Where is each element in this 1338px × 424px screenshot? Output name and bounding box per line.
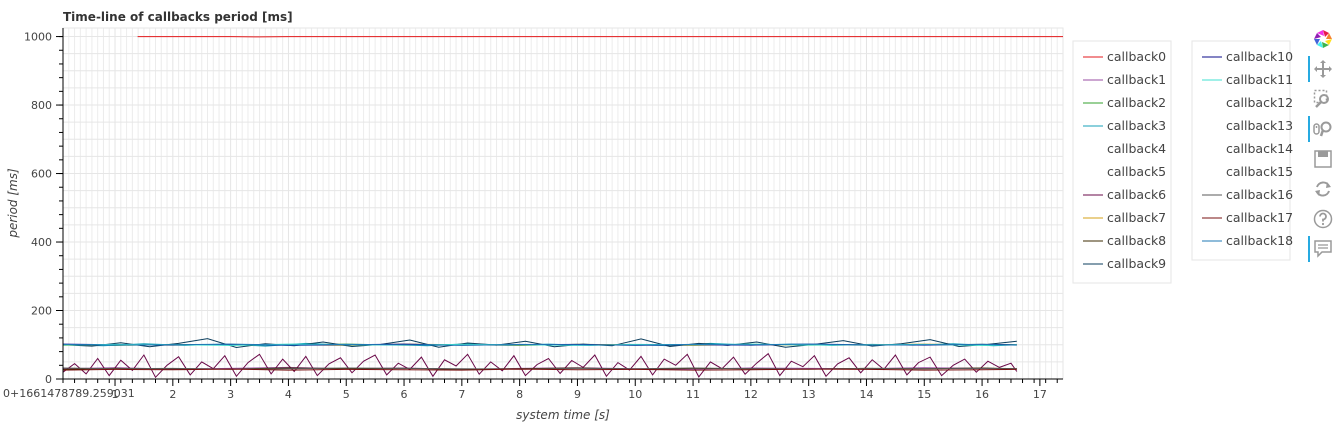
box-zoom-tool-button[interactable] bbox=[1308, 84, 1338, 114]
legend: callback0 callback1 callback2 callback3 call… bbox=[1072, 40, 1293, 284]
legend-label-callback14: callback14 bbox=[1226, 141, 1293, 156]
legend-label-callback3: callback3 bbox=[1107, 118, 1166, 133]
legend-label-callback8: callback8 bbox=[1107, 233, 1166, 248]
save-tool-button[interactable] bbox=[1308, 144, 1338, 174]
x-tick-label: 2 bbox=[169, 388, 176, 401]
grid bbox=[63, 28, 1064, 379]
y-tick-label: 200 bbox=[31, 305, 52, 318]
legend-label-callback18: callback18 bbox=[1226, 233, 1293, 248]
save-icon bbox=[1314, 150, 1332, 168]
reset-tool-button[interactable] bbox=[1308, 174, 1338, 204]
legend-label-callback7: callback7 bbox=[1107, 210, 1166, 225]
y-axis-label: period [ms] bbox=[6, 168, 20, 239]
x-tick-label: 16 bbox=[975, 388, 989, 401]
series-layer bbox=[62, 36, 1063, 379]
legend-box-1 bbox=[1072, 40, 1172, 284]
pan-tool-button[interactable] bbox=[1308, 54, 1338, 84]
wheel-zoom-tool-button[interactable] bbox=[1308, 114, 1338, 144]
x-tick-label: 3 bbox=[227, 388, 234, 401]
legend-label-callback9: callback9 bbox=[1107, 256, 1166, 271]
pan-icon bbox=[1314, 60, 1332, 78]
axes: 1 2 3 4 5 6 7 8 9 10 11 12 13 14 15 16 17020040060080010… bbox=[24, 28, 1063, 401]
legend-label-callback15: callback15 bbox=[1226, 164, 1293, 179]
legend-label-callback0: callback0 bbox=[1107, 49, 1166, 64]
series-line-callback6 bbox=[62, 352, 1018, 379]
x-offset-label: 0+1661478789.259031 bbox=[3, 387, 135, 400]
legend-label-callback13: callback13 bbox=[1226, 118, 1293, 133]
x-tick-label: 12 bbox=[744, 388, 758, 401]
legend-label-callback12: callback12 bbox=[1226, 95, 1293, 110]
legend-label-callback11: callback11 bbox=[1226, 72, 1293, 87]
y-tick-label: 0 bbox=[45, 373, 52, 386]
x-tick-label: 8 bbox=[516, 388, 523, 401]
series-line-callback9 bbox=[62, 338, 1017, 349]
series-line-callback17 bbox=[62, 368, 1017, 371]
x-tick-label: 5 bbox=[343, 388, 350, 401]
help-tool-button[interactable] bbox=[1308, 204, 1338, 234]
box-zoom-icon bbox=[1313, 89, 1329, 108]
bokeh-logo[interactable] bbox=[1308, 24, 1338, 54]
y-tick-label: 800 bbox=[31, 99, 52, 112]
x-tick-label: 17 bbox=[1033, 388, 1047, 401]
legend-label-callback1: callback1 bbox=[1107, 72, 1166, 87]
x-tick-label: 4 bbox=[285, 388, 292, 401]
legend-label-callback4: callback4 bbox=[1107, 141, 1166, 156]
bokeh-logo-icon bbox=[1314, 30, 1332, 48]
reset-icon bbox=[1315, 181, 1331, 197]
x-tick-label: 9 bbox=[574, 388, 581, 401]
legend-label-callback16: callback16 bbox=[1226, 187, 1293, 202]
legend-label-callback6: callback6 bbox=[1107, 187, 1166, 202]
hover-icon bbox=[1314, 240, 1332, 258]
y-tick-label: 1000 bbox=[24, 31, 52, 44]
x-tick-label: 15 bbox=[917, 388, 931, 401]
y-tick-label: 600 bbox=[31, 168, 52, 181]
x-tick-label: 6 bbox=[401, 388, 408, 401]
y-tick-label: 400 bbox=[31, 236, 52, 249]
x-axis-label: system time [s] bbox=[516, 408, 610, 422]
x-tick-label: 13 bbox=[802, 388, 816, 401]
x-tick-label: 1 bbox=[112, 388, 119, 401]
x-tick-label: 11 bbox=[686, 388, 700, 401]
series-line-callback18 bbox=[62, 343, 1017, 346]
legend-label-callback5: callback5 bbox=[1107, 164, 1166, 179]
legend-label-callback2: callback2 bbox=[1107, 95, 1166, 110]
wheel-zoom-icon bbox=[1313, 121, 1332, 137]
x-tick-label: 14 bbox=[859, 388, 873, 401]
legend-label-callback10: callback10 bbox=[1226, 49, 1293, 64]
x-tick-label: 10 bbox=[628, 388, 642, 401]
chart-title: Time-line of callbacks period [ms] bbox=[63, 10, 293, 24]
legend-box-2 bbox=[1191, 40, 1291, 261]
hover-tool-button[interactable] bbox=[1308, 234, 1338, 264]
help-icon bbox=[1313, 209, 1333, 229]
x-tick-label: 7 bbox=[458, 388, 465, 401]
toolbar bbox=[1308, 24, 1338, 264]
legend-label-callback17: callback17 bbox=[1226, 210, 1293, 225]
